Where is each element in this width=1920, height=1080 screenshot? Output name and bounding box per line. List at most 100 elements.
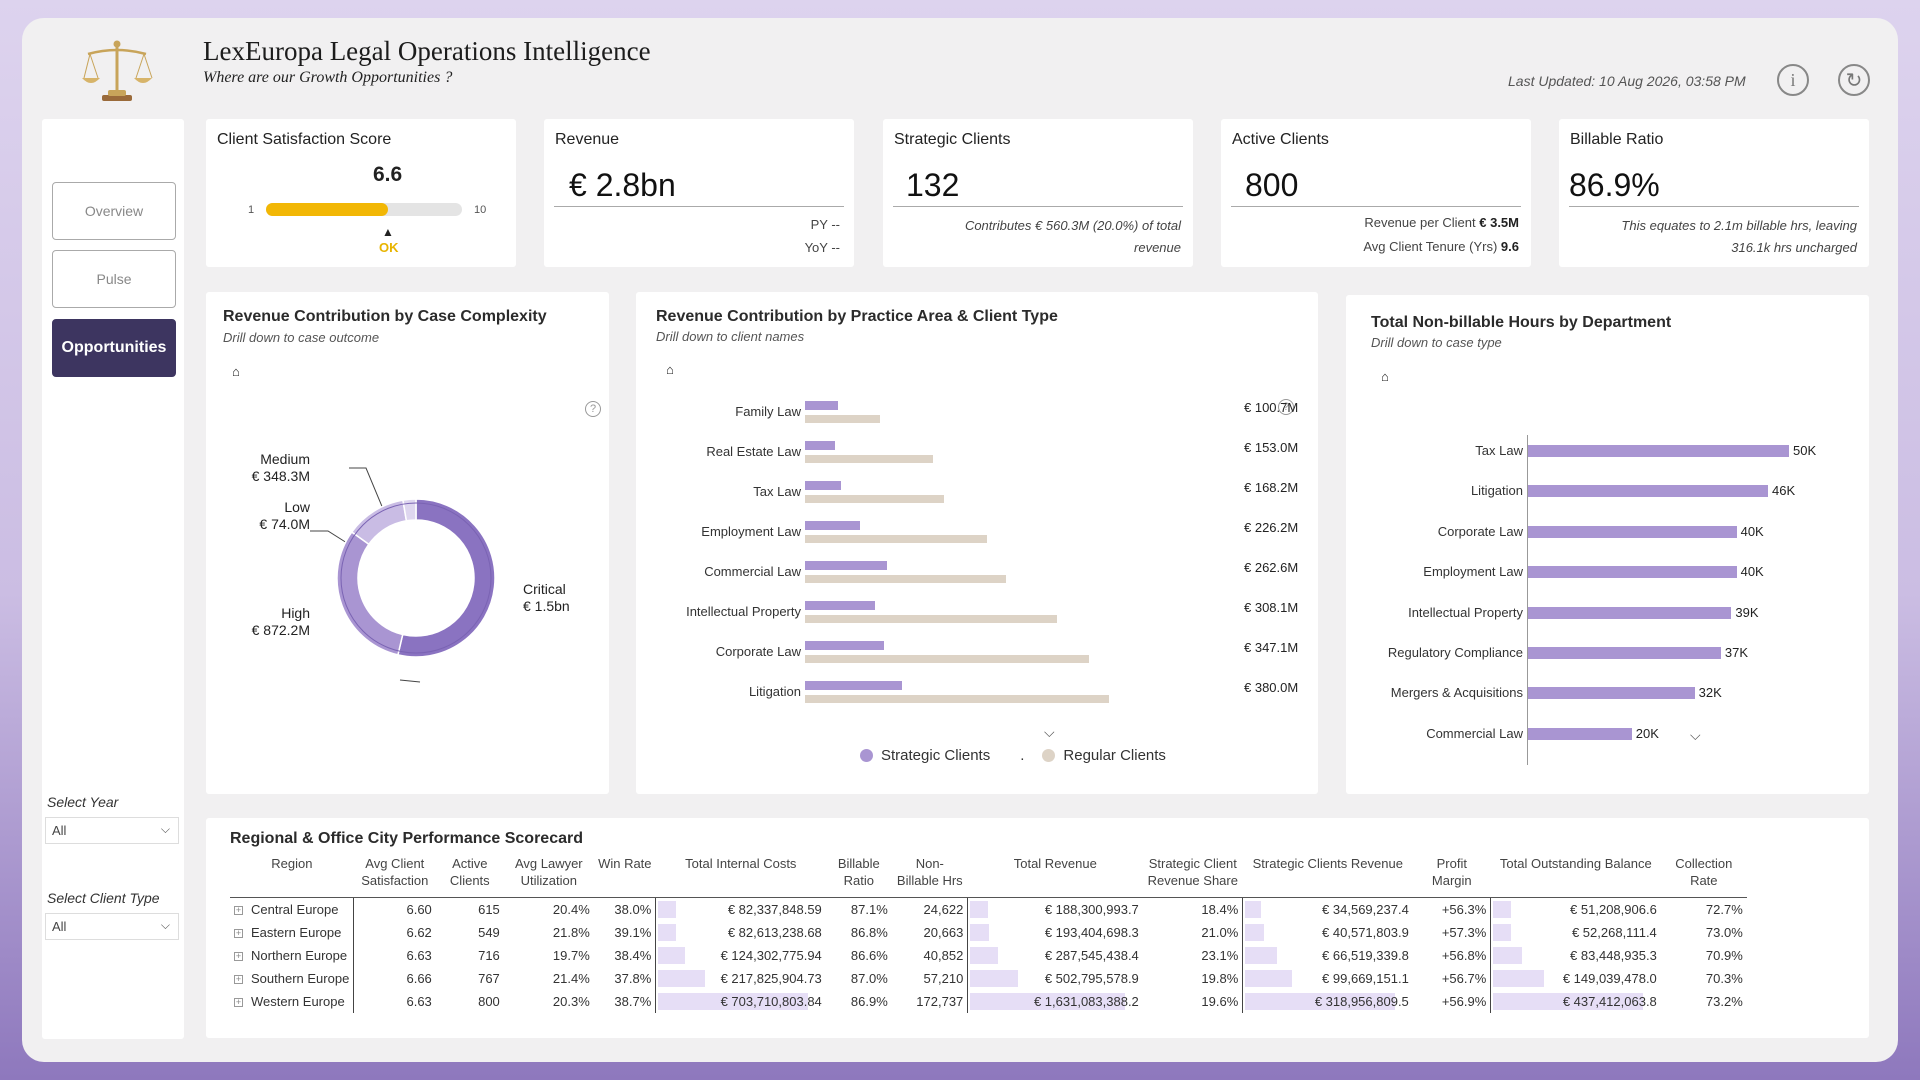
scroll-down-chevron-icon[interactable]: ⌵ bbox=[1690, 727, 1701, 743]
client-type-filter-select[interactable]: All ⌵ bbox=[45, 913, 179, 940]
bar-strategic[interactable] bbox=[805, 681, 903, 690]
table-cell-nonbill: 57,210 bbox=[892, 967, 968, 990]
non-billable-chart: Tax Law 50K Litigation 46K Corporate Law 40K E… bbox=[1346, 295, 1869, 794]
refresh-icon[interactable]: ↻ bbox=[1838, 64, 1870, 96]
table-cell-rev: € 502,795,578.9 bbox=[967, 966, 1143, 990]
table-cell-margin: +56.3% bbox=[1413, 898, 1491, 921]
table-row[interactable]: + Eastern Europe 6.62 549 21.8% 39.1% € 82,613… bbox=[230, 920, 1747, 944]
column-header[interactable]: Avg Lawyer Utilization bbox=[503, 855, 594, 898]
column-header[interactable]: Region bbox=[230, 855, 354, 898]
expand-icon[interactable]: + bbox=[234, 996, 243, 1007]
home-icon[interactable]: ⌂ bbox=[1381, 369, 1389, 384]
column-header[interactable]: Collection Rate bbox=[1660, 855, 1747, 898]
cell-value: € 52,268,111.4 bbox=[1571, 924, 1657, 940]
bar-regular[interactable] bbox=[805, 575, 1006, 583]
table-cell-costs: € 217,825,904.73 bbox=[655, 966, 826, 990]
expand-icon[interactable]: + bbox=[234, 904, 243, 915]
column-header[interactable]: Total Outstanding Balance bbox=[1490, 855, 1661, 898]
column-header[interactable]: Strategic Client Revenue Share bbox=[1142, 855, 1243, 898]
table-cell-margin: +56.9% bbox=[1413, 990, 1491, 1013]
divider bbox=[893, 206, 1183, 207]
table-row[interactable]: + Central Europe 6.60 615 20.4% 38.0% € 82,337… bbox=[230, 897, 1747, 921]
column-header[interactable]: Profit Margin bbox=[1412, 855, 1491, 898]
table-cell-coll: 72.7% bbox=[1661, 898, 1747, 921]
bar-non-billable[interactable] bbox=[1527, 566, 1737, 579]
expand-icon[interactable]: + bbox=[234, 927, 243, 938]
column-header[interactable]: Active Clients bbox=[435, 855, 504, 898]
column-header[interactable]: Non-Billable Hrs bbox=[891, 855, 968, 898]
region-name: Western Europe bbox=[251, 993, 345, 1009]
bar-regular[interactable] bbox=[805, 535, 988, 543]
table-row[interactable]: + Western Europe 6.63 800 20.3% 38.7% € 703,71… bbox=[230, 989, 1747, 1013]
info-icon[interactable]: i bbox=[1777, 64, 1809, 96]
help-icon[interactable]: ? bbox=[1278, 399, 1294, 415]
bar-strategic[interactable] bbox=[805, 521, 861, 530]
category-label: Real Estate Law bbox=[706, 444, 801, 459]
bar-non-billable[interactable] bbox=[1527, 525, 1737, 538]
donut-slice-high[interactable] bbox=[336, 530, 404, 656]
nav-overview-button[interactable]: Overview bbox=[52, 182, 176, 240]
column-header[interactable]: Strategic Clients Revenue bbox=[1242, 855, 1413, 898]
bar-regular[interactable] bbox=[805, 415, 881, 423]
expand-icon[interactable]: + bbox=[234, 973, 243, 984]
home-icon[interactable]: ⌂ bbox=[666, 362, 674, 377]
donut-slice-critical[interactable] bbox=[397, 498, 496, 658]
bar-non-billable[interactable] bbox=[1527, 485, 1769, 498]
column-header[interactable]: Total Revenue bbox=[967, 855, 1143, 898]
kpi-active-card: Active Clients 800 Revenue per Client € … bbox=[1221, 119, 1531, 267]
column-header[interactable]: Avg Client Satisfaction bbox=[353, 855, 436, 898]
year-filter-select[interactable]: All ⌵ bbox=[45, 817, 179, 844]
table-row[interactable]: + Northern Europe 6.63 716 19.7% 38.4% € 124,3… bbox=[230, 943, 1747, 967]
panel-subtitle: Drill down to client names bbox=[656, 329, 805, 344]
table-row[interactable]: + Southern Europe 6.66 767 21.4% 37.8% € 217,8… bbox=[230, 966, 1747, 990]
table-cell-coll: 73.0% bbox=[1661, 921, 1747, 944]
chevron-down-icon: ⌵ bbox=[160, 822, 170, 836]
bar-regular[interactable] bbox=[805, 455, 934, 463]
bar-regular[interactable] bbox=[805, 655, 1089, 663]
table-cell-outst: € 149,039,478.0 bbox=[1490, 966, 1661, 990]
gauge-pointer-icon: ▲ bbox=[382, 225, 394, 239]
legend-strategic-marker bbox=[860, 749, 873, 762]
help-icon[interactable]: ? bbox=[585, 401, 601, 417]
bar-non-billable[interactable] bbox=[1527, 445, 1789, 457]
bar-regular[interactable] bbox=[805, 495, 944, 503]
expand-icon[interactable]: + bbox=[234, 950, 243, 961]
home-icon[interactable]: ⌂ bbox=[232, 364, 240, 379]
region-name: Northern Europe bbox=[251, 947, 348, 963]
total-value-label: € 168.2M bbox=[1244, 480, 1299, 495]
bar-strategic[interactable] bbox=[805, 561, 888, 570]
table-cell-util: 20.4% bbox=[504, 898, 594, 921]
bar-strategic[interactable] bbox=[805, 601, 876, 610]
column-header[interactable]: Billable Ratio bbox=[825, 855, 892, 898]
scroll-down-chevron-icon[interactable]: ⌵ bbox=[1044, 724, 1055, 740]
bar-non-billable[interactable] bbox=[1527, 687, 1695, 700]
cell-value: 6.63 bbox=[406, 993, 432, 1009]
cell-value: € 66,519,339.8 bbox=[1322, 947, 1409, 963]
bar-strategic[interactable] bbox=[805, 481, 841, 490]
bar-strategic[interactable] bbox=[805, 641, 885, 650]
nav-pulse-button[interactable]: Pulse bbox=[52, 250, 176, 308]
donut-slice-medium[interactable] bbox=[350, 499, 408, 546]
bar-regular[interactable] bbox=[805, 695, 1109, 703]
cell-value: 6.66 bbox=[406, 970, 432, 986]
donut-label-low: Low € 74.0M bbox=[242, 499, 310, 533]
cell-value: 86.8% bbox=[850, 924, 888, 940]
column-header[interactable]: Total Internal Costs bbox=[655, 855, 826, 898]
cell-value: 800 bbox=[478, 993, 500, 1009]
bar-strategic[interactable] bbox=[805, 441, 835, 450]
bar-non-billable[interactable] bbox=[1527, 606, 1732, 619]
total-value-label: € 100.7M bbox=[1244, 400, 1299, 415]
column-header[interactable]: Win Rate bbox=[593, 855, 656, 898]
panel-subtitle: Drill down to case outcome bbox=[223, 330, 380, 345]
cell-value: € 437,412,063.8 bbox=[1562, 993, 1657, 1009]
nav-opportunities-button[interactable]: Opportunities bbox=[52, 319, 176, 377]
table-cell-win: 37.8% bbox=[594, 967, 656, 990]
panel-title: Revenue Contribution by Practice Area & … bbox=[656, 308, 1058, 325]
bar-regular[interactable] bbox=[805, 615, 1057, 623]
table-cell-share: 21.0% bbox=[1143, 921, 1243, 944]
bar-non-billable[interactable] bbox=[1527, 727, 1632, 740]
donut-slice-low[interactable] bbox=[402, 498, 417, 522]
total-value-label: € 347.1M bbox=[1244, 640, 1299, 655]
bar-non-billable[interactable] bbox=[1527, 647, 1721, 659]
bar-strategic[interactable] bbox=[805, 401, 838, 410]
